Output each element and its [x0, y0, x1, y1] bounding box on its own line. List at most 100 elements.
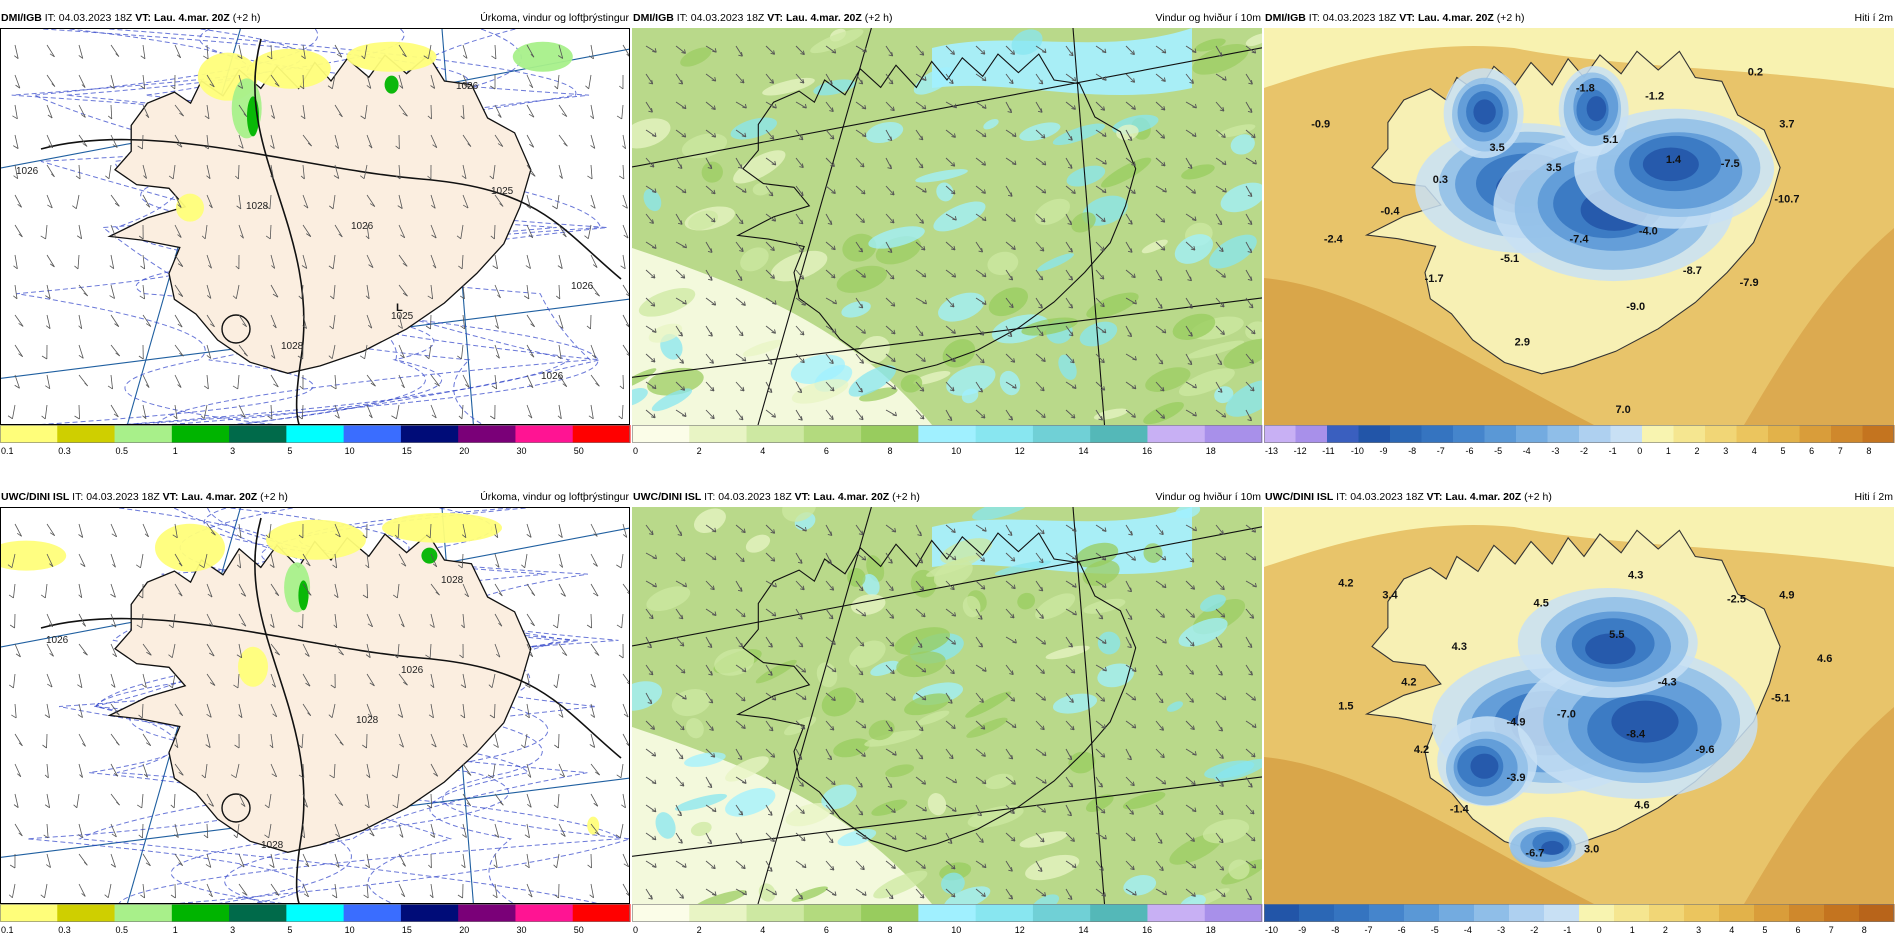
valid-time: Lau. 4.mar. 20Z [813, 491, 890, 503]
colorbar-swatch [689, 425, 748, 443]
colorbar-swatch [975, 904, 1034, 922]
colorbar-swatch [1684, 904, 1720, 922]
isobar-label: 1028 [261, 840, 284, 851]
colorbar-tick-label: 12 [1015, 925, 1025, 935]
isobar-label: 1026 [401, 665, 424, 676]
temperature-value: 3.4 [1382, 589, 1398, 601]
colorbar-tick-label: 15 [402, 925, 412, 935]
map-header: DMI/IGB IT: 04.03.2023 18Z VT: Lau. 4.ma… [0, 8, 632, 28]
colorbar-swatch [1831, 425, 1863, 443]
model-name: UWC/DINI ISL [1265, 491, 1334, 503]
temperature-value: -10.7 [1774, 194, 1799, 206]
colorbar-tick-label: 0.1 [1, 446, 14, 456]
isobar-label: 1028 [441, 575, 464, 586]
colorbar-tick-label: 2 [697, 446, 702, 456]
colorbar-tick-label: 14 [1079, 925, 1089, 935]
map-area[interactable]: 0.2 -1.8 -1.2 -0.9 3.7 3.5 5.1 1.4 -7.5 3.5 0.3 -10… [1264, 28, 1894, 425]
colorbar-swatch [171, 904, 230, 922]
colorbar-tick-label: 15 [402, 446, 412, 456]
colorbar-tick-label: 30 [517, 925, 527, 935]
colorbar-swatch [286, 425, 345, 443]
colorbar-tick-label: 18 [1206, 925, 1216, 935]
colorbar-tick-label: 30 [517, 446, 527, 456]
model-name: DMI/IGB [1265, 12, 1306, 24]
isobar-label: 1026 [46, 635, 69, 646]
colorbar-swatch [572, 425, 631, 443]
sea-temperature-bands [1264, 28, 1894, 425]
colorbar-swatch [1439, 904, 1475, 922]
iceland-land [107, 533, 532, 853]
colorbar-swatch [57, 904, 116, 922]
map-area[interactable]: 1026 1028 1026 1028 1028 [0, 507, 630, 904]
colorbar-tick-label: 3 [1696, 925, 1701, 935]
temperature-value: -1.8 [1576, 83, 1595, 95]
colorbar-tick-label: -2 [1580, 446, 1588, 456]
colorbar-swatch [343, 904, 402, 922]
colorbar-wrap: -13 -12 -11 -10 -9 -8 -7 -6 -5 -4 -3 -2 -1 0 1 2 3 4 5 6 7 8 [1264, 425, 1896, 461]
wind-barbs [7, 523, 629, 899]
model-name: DMI/IGB [633, 12, 674, 24]
temperature-value: -5.1 [1771, 693, 1790, 705]
colorbar-swatch [1649, 904, 1685, 922]
colorbar-tick-label: 3 [230, 925, 235, 935]
lead-time: (+2 h) [232, 12, 261, 24]
colorbar-swatch [1264, 425, 1296, 443]
temperature-value: 5.1 [1603, 134, 1618, 146]
colorbar-tick-label: 8 [888, 925, 893, 935]
map-area[interactable]: 1026 1028 1025 1026 1026 1026 1028 1026 1025 L [0, 28, 630, 425]
colorbar-swatch [572, 904, 631, 922]
colorbar-swatch [1862, 425, 1895, 443]
wind-speed-field [632, 507, 1262, 904]
colorbar-tick-label: -10 [1351, 446, 1364, 456]
colorbar-tick-label: -1 [1563, 925, 1571, 935]
colorbar-tick-label: 0.3 [58, 925, 71, 935]
map-svg [632, 507, 1262, 904]
colorbar-tick-label: 8 [1862, 925, 1867, 935]
init-time: 04.03.2023 18Z [690, 12, 765, 24]
wind-arrows [645, 524, 1257, 901]
colorbar-tick-label: 20 [459, 925, 469, 935]
colorbar-swatch [1032, 904, 1091, 922]
colorbar-swatch [1204, 904, 1263, 922]
colorbar-tick-label: 5 [1781, 446, 1786, 456]
map-area[interactable] [632, 507, 1262, 904]
colorbar-swatch [1673, 425, 1706, 443]
temperature-value: -4.3 [1658, 677, 1677, 689]
colorbar-swatch [861, 904, 919, 922]
colorbar-swatch [229, 904, 287, 922]
lead-time: (+2 h) [864, 12, 893, 24]
init-time: 04.03.2023 18Z [1322, 12, 1397, 24]
colorbar-swatch [1484, 425, 1517, 443]
cold-areas [1415, 66, 1775, 282]
colorbar-wrap: 0 2 4 6 8 10 12 14 16 18 [632, 425, 1264, 461]
init-time: 04.03.2023 18Z [1350, 491, 1424, 503]
colorbar-tick-label: 16 [1142, 925, 1152, 935]
init-time: 04.03.2023 18Z [718, 491, 792, 503]
colorbar-swatch [1369, 904, 1405, 922]
colorbar-swatch [975, 425, 1034, 443]
iceland-outline [736, 532, 1137, 852]
colorbar-swatch [343, 425, 402, 443]
field-name: Vindur og hviður í 10m [1155, 12, 1261, 24]
colorbar-tick-label: 4 [1729, 925, 1734, 935]
temperature-value: -4.9 [1507, 716, 1526, 728]
map-area[interactable] [632, 28, 1262, 425]
field-name: Úrkoma, vindur og loftþrýstingur [480, 12, 629, 24]
colorbar-tick-label: -4 [1464, 925, 1472, 935]
isobar-label: 1028 [356, 715, 379, 726]
temperature-value: -2.4 [1324, 233, 1344, 245]
colorbar-swatch [1358, 425, 1391, 443]
colorbar-tick-label: 1 [173, 925, 178, 935]
map-svg: 4.2 3.4 4.5 4.3 -2.5 4.9 5.5 4.3 4.6 -4.3 -5.1 1.5 4… [1264, 507, 1894, 904]
colorbar-swatch [515, 904, 574, 922]
field-name: Úrkoma, vindur og loftþrýstingur [480, 491, 629, 503]
colorbar-swatch [1824, 904, 1860, 922]
map-area[interactable]: 4.2 3.4 4.5 4.3 -2.5 4.9 5.5 4.3 4.6 -4.3 -5.1 1.5 4… [1264, 507, 1894, 904]
map-header: DMI/IGB IT: 04.03.2023 18Z VT: Lau. 4.ma… [632, 8, 1264, 28]
colorbar-wrap: -10 -9 -8 -7 -6 -5 -4 -3 -2 -1 0 1 2 3 4 5 6 7 8 [1264, 904, 1896, 940]
colorbar-swatch [1859, 904, 1895, 922]
temperature-value: 5.5 [1609, 629, 1624, 641]
colorbar-tick-label: 18 [1206, 446, 1216, 456]
colorbar: 0.1 0.3 0.5 1 3 5 10 15 20 30 50 [0, 904, 631, 935]
colorbar-tick-label: 5 [287, 925, 292, 935]
